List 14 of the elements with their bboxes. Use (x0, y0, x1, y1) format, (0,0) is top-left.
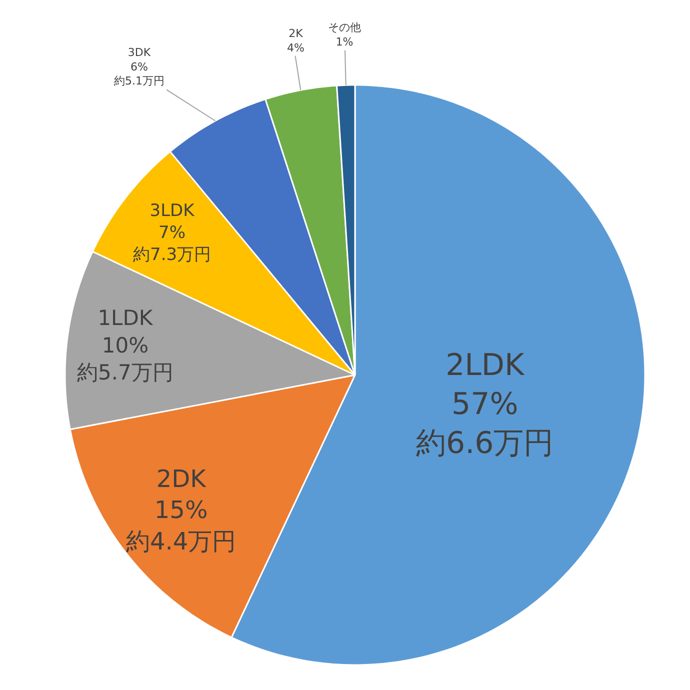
slice-label: 2K (288, 27, 304, 40)
slice-label: 2DK (156, 465, 208, 493)
data-label: 7% 約7.3万円 (133, 223, 212, 266)
data-label: 6% 約5.1万円 (114, 60, 164, 88)
slice-label: 3LDK (150, 201, 196, 221)
slice-label: 2LDK (446, 348, 526, 383)
slice-label: 3DK (128, 46, 152, 59)
data-label: 15% 約4.4万円 (126, 496, 236, 556)
data-label: 4% (287, 41, 304, 54)
slice-label: 1LDK (98, 306, 154, 330)
slice-label: その他 (328, 21, 361, 34)
data-label: 10% 約5.7万円 (77, 333, 174, 385)
data-label: 1% (336, 35, 354, 48)
data-label: 57% 約6.6万円 (416, 387, 554, 461)
